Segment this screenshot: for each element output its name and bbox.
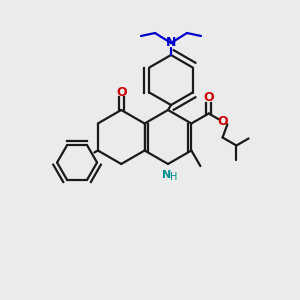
- Text: H: H: [170, 172, 178, 182]
- Text: N: N: [162, 170, 172, 180]
- Text: O: O: [116, 85, 127, 98]
- Text: N: N: [166, 37, 176, 50]
- Text: O: O: [203, 91, 214, 104]
- Text: O: O: [217, 115, 228, 128]
